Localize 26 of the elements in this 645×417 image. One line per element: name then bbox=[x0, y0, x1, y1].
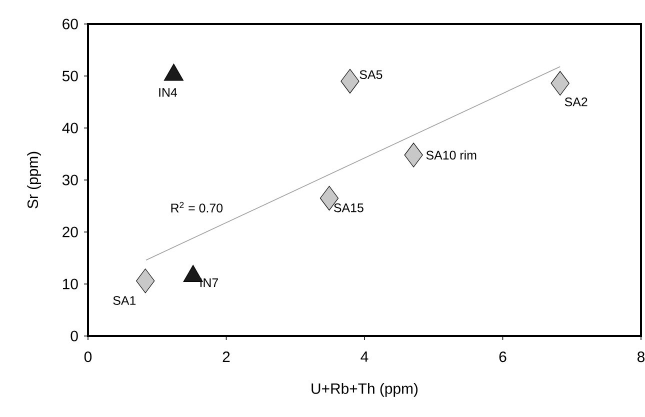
point bbox=[550, 70, 570, 96]
x-tick-label: 2 bbox=[222, 352, 230, 362]
x-tick-label: 6 bbox=[499, 352, 506, 362]
point bbox=[136, 268, 155, 294]
x-tick-label: 0 bbox=[84, 352, 92, 362]
y-tick-label: 50 bbox=[62, 70, 78, 82]
y-tick-label: 40 bbox=[62, 122, 78, 134]
x-tick-label: 8 bbox=[638, 352, 644, 362]
point bbox=[340, 68, 360, 94]
annotation: IN7 bbox=[200, 278, 218, 287]
annotation: SA15 bbox=[334, 203, 364, 212]
x-tick-label: 4 bbox=[360, 352, 368, 362]
annotation: SA10 rim bbox=[426, 150, 476, 160]
annotation: SA5 bbox=[360, 70, 382, 80]
y-tick-label: 20 bbox=[62, 226, 78, 238]
annotation: R$^{2}$ = 0.70 bbox=[171, 202, 223, 212]
annotation: SA1 bbox=[113, 296, 136, 305]
point bbox=[404, 142, 423, 168]
y-axis-title: Sr (ppm) bbox=[27, 152, 42, 208]
y-tick-label: 60 bbox=[62, 18, 78, 30]
y-tick-label: 0 bbox=[70, 330, 78, 342]
annotation: IN4 bbox=[159, 88, 178, 97]
x-axis-title: U+Rb+Th (ppm) bbox=[312, 382, 418, 397]
annotation: SA2 bbox=[564, 97, 588, 106]
y-tick-label: 30 bbox=[62, 174, 78, 186]
y-tick-label: 10 bbox=[63, 278, 78, 290]
